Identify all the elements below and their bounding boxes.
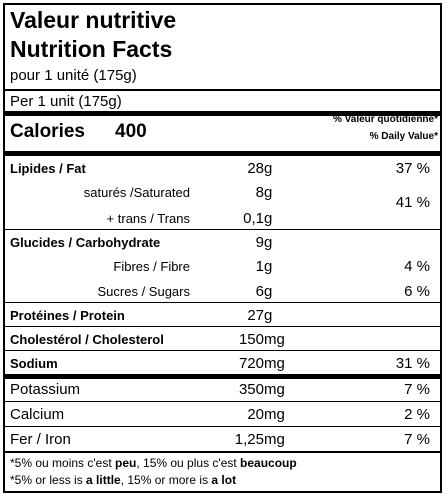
nutrient-name: Fibres / Fibre xyxy=(113,259,190,274)
nutrition-facts-label: Valeur nutritive Nutrition Facts pour 1 … xyxy=(3,3,442,493)
nutrient-daily-value: 6 % xyxy=(404,283,430,300)
daily-value-header-french: % Valeur quotidienne* xyxy=(332,114,438,125)
nutrient-unit: mg xyxy=(264,355,285,372)
serving-size-french: pour 1 unité (175g) xyxy=(10,67,137,84)
nutrient-quantity: 20 xyxy=(247,406,264,423)
divider xyxy=(5,451,440,453)
nutrient-daily-value: 2 % xyxy=(404,406,430,423)
nutrient-daily-value: 7 % xyxy=(404,431,430,448)
nutrient-quantity: 8 xyxy=(255,184,264,201)
divider xyxy=(5,426,440,427)
nutrient-daily-value: 7 % xyxy=(404,381,430,398)
nutrient-daily-value: 4 % xyxy=(404,258,430,275)
nutrient-unit: mg xyxy=(264,381,285,398)
divider xyxy=(5,401,440,402)
nutrient-name: Glucides / Carbohydrate xyxy=(10,235,161,250)
nutrient-unit: mg xyxy=(264,431,285,448)
daily-value-header-english: % Daily Value* xyxy=(369,131,438,142)
nutrient-name: Sucres / Sugars xyxy=(97,284,191,299)
nutrient-quantity: 28 xyxy=(247,160,264,177)
saturated-trans-daily-value: 41 % xyxy=(395,194,430,211)
nutrient-unit: g xyxy=(264,210,273,227)
title-english: Nutrition Facts xyxy=(10,36,173,62)
nutrient-unit: g xyxy=(264,307,273,324)
divider-thick xyxy=(5,374,440,379)
serving-size-english: Per 1 unit (175g) xyxy=(10,93,122,110)
nutrient-quantity: 9 xyxy=(255,234,264,251)
nutrient-quantity: 0,1 xyxy=(243,210,264,227)
nutrient-name: Protéines / Protein xyxy=(10,308,125,323)
nutrient-quantity: 6 xyxy=(255,283,264,300)
footnote-english: *5% or less is a little, 15% or more is … xyxy=(10,473,237,487)
nutrient-quantity: 1,25 xyxy=(234,431,264,448)
nutrient-unit: g xyxy=(264,258,273,275)
nutrient-name: Potassium xyxy=(10,381,81,398)
calories-label: Calories xyxy=(10,121,85,142)
footnote-french: *5% ou moins c'est peu, 15% ou plus c'es… xyxy=(10,456,297,470)
nutrient-quantity: 720 xyxy=(238,355,264,372)
nutrient-name: Sodium xyxy=(10,356,58,371)
nutrient-unit: mg xyxy=(264,331,285,348)
nutrient-name: saturés /Saturated xyxy=(83,185,190,200)
nutrient-unit: g xyxy=(264,184,273,201)
nutrient-quantity: 350 xyxy=(238,381,264,398)
nutrient-unit: mg xyxy=(264,406,285,423)
nutrient-unit: g xyxy=(264,160,273,177)
nutrient-daily-value: 31 % xyxy=(395,355,430,372)
nutrient-quantity: 1 xyxy=(255,258,264,275)
title-french: Valeur nutritive xyxy=(10,7,177,33)
divider-thick xyxy=(5,151,440,156)
nutrient-unit: g xyxy=(264,234,273,251)
divider xyxy=(5,350,440,351)
nutrient-name: Fer / Iron xyxy=(10,431,71,448)
nutrient-name: Cholestérol / Cholesterol xyxy=(10,332,164,347)
nutrient-name: + trans / Trans xyxy=(106,211,190,226)
divider xyxy=(5,229,440,230)
calories-value: 400 xyxy=(115,121,147,142)
nutrient-daily-value: 37 % xyxy=(395,160,430,177)
nutrient-unit: g xyxy=(264,283,273,300)
nutrient-name: Lipides / Fat xyxy=(10,161,86,176)
nutrient-quantity: 150 xyxy=(238,331,264,348)
nutrient-quantity: 27 xyxy=(247,307,264,324)
divider xyxy=(5,326,440,327)
divider xyxy=(5,89,440,91)
nutrient-name: Calcium xyxy=(10,406,65,423)
divider-thick xyxy=(5,111,440,116)
divider xyxy=(5,302,440,303)
